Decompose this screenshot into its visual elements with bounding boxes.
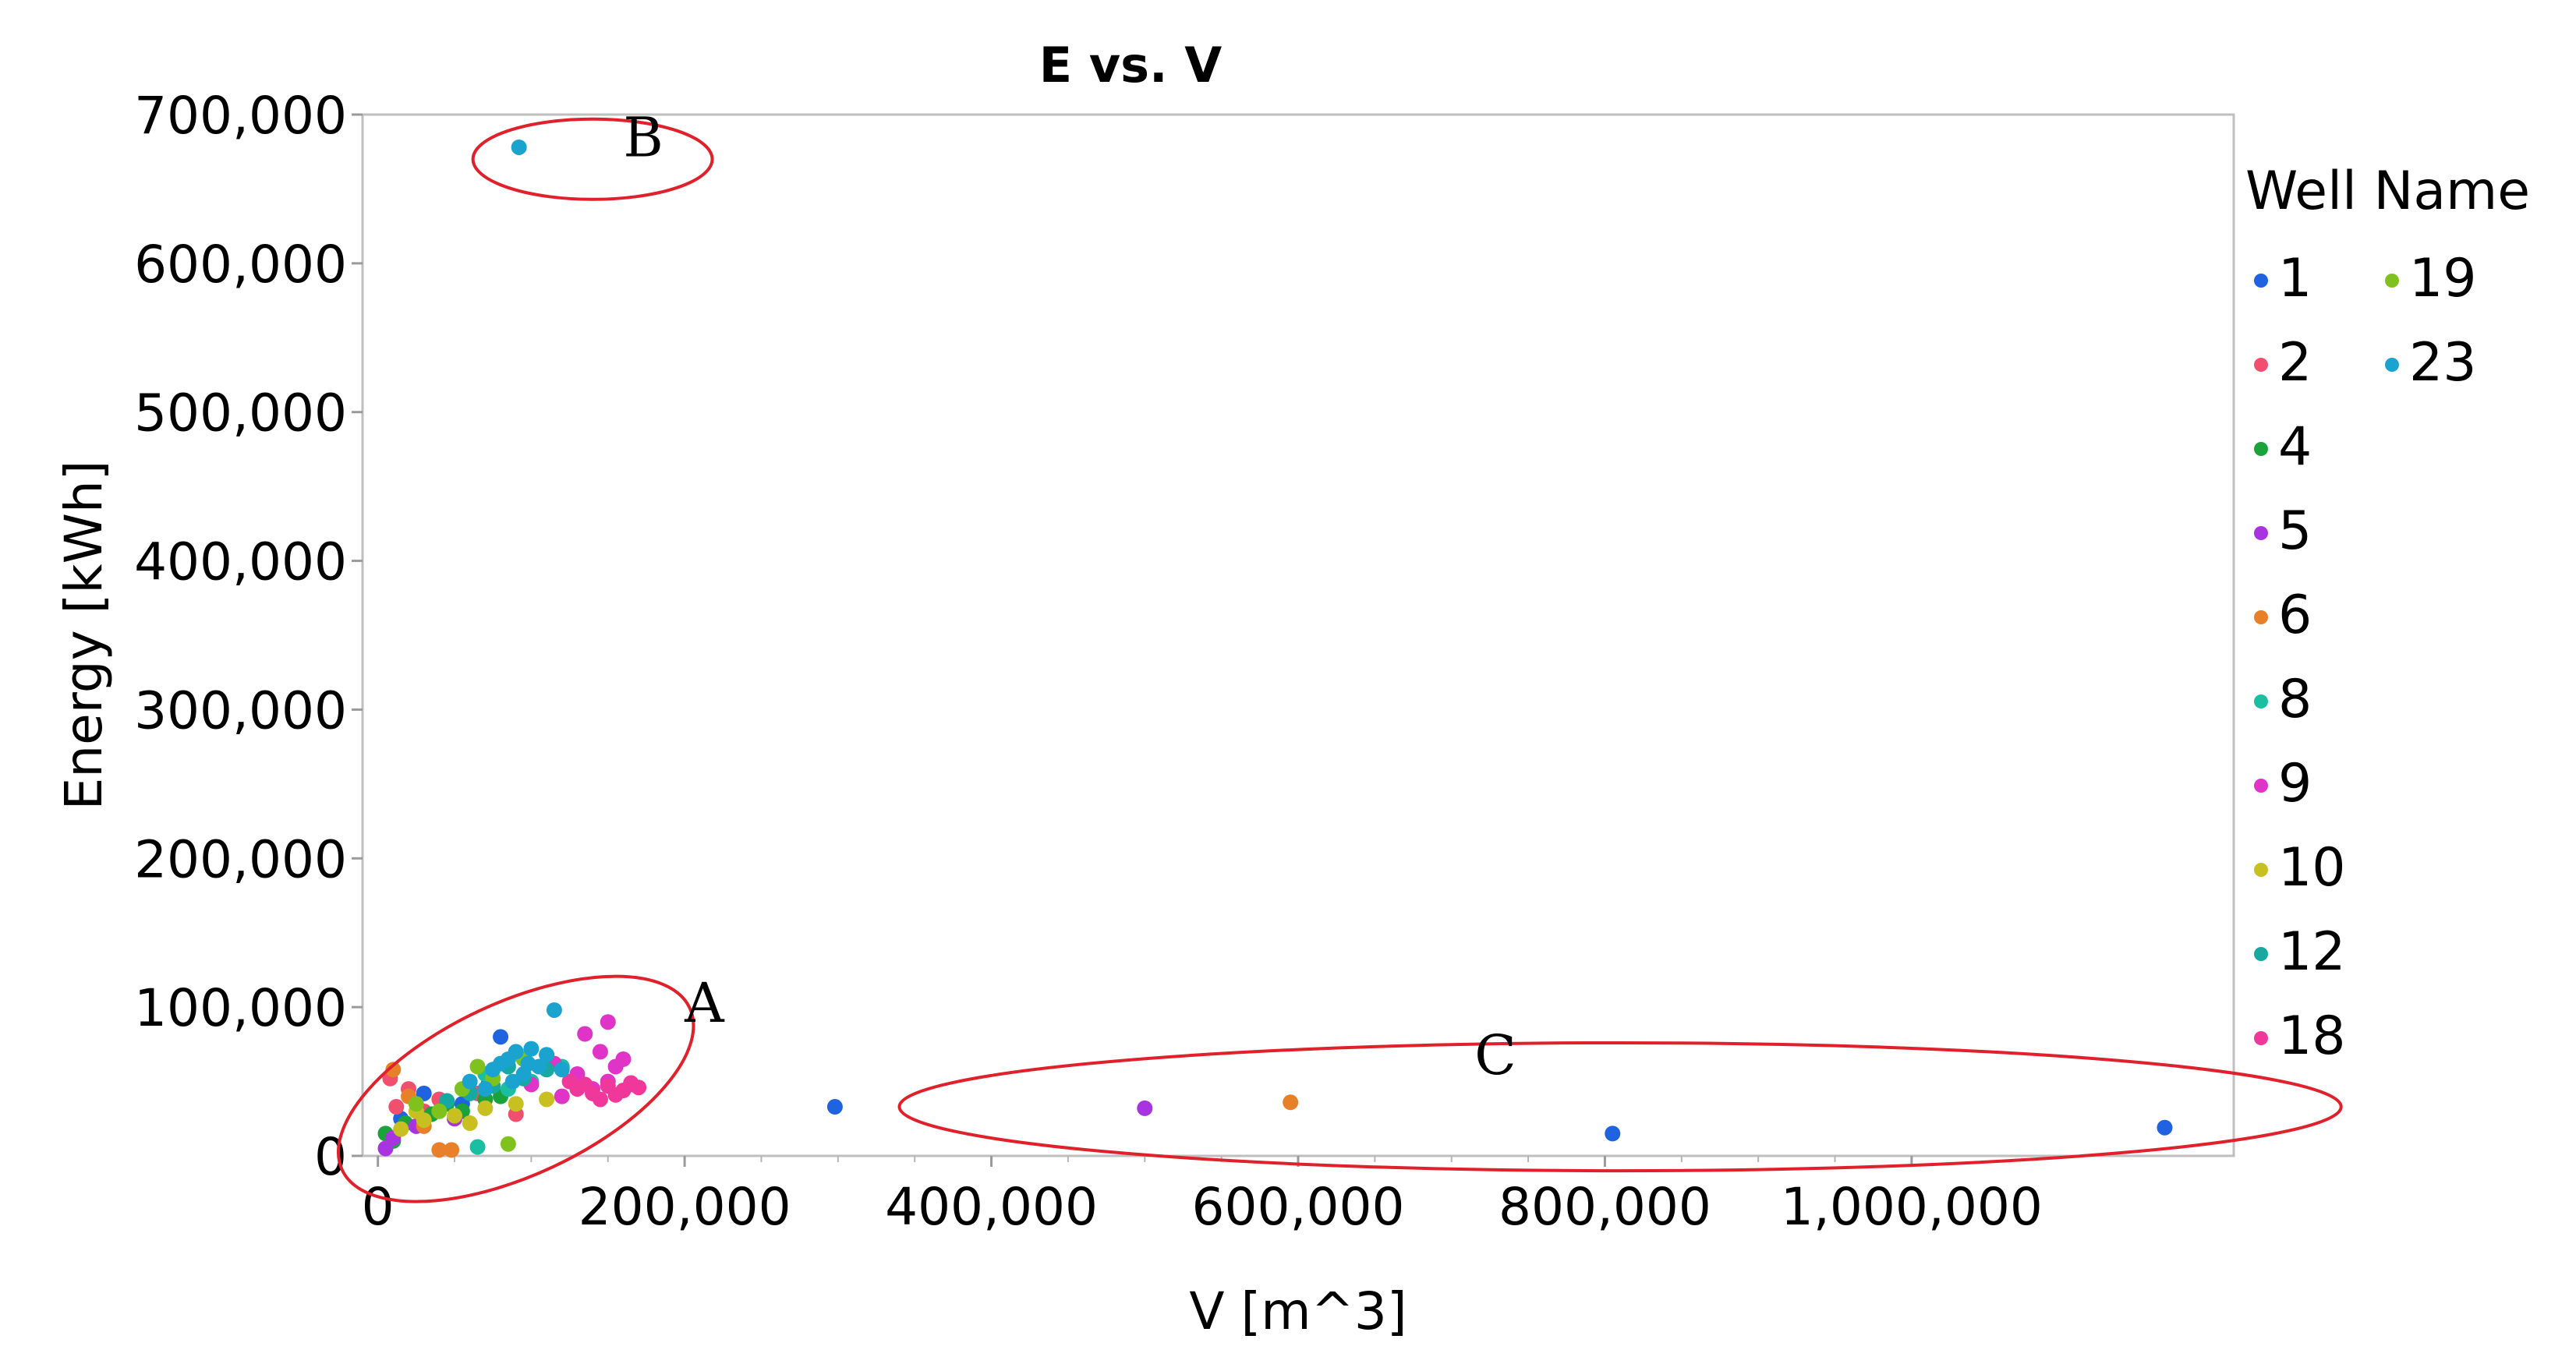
y-tick-label: 300,000 — [134, 680, 347, 740]
data-point-well-10 — [477, 1100, 494, 1116]
legend-entry: 23 — [2409, 332, 2477, 394]
legend-entry: 5 — [2278, 500, 2312, 562]
data-point-well-19 — [500, 1136, 516, 1152]
legend-title: Well Name — [2245, 161, 2530, 222]
data-point-well-19 — [408, 1096, 424, 1112]
legend-entry: 12 — [2278, 921, 2346, 983]
data-point-well-10 — [508, 1096, 524, 1112]
x-axis: 0 200,000 400,000 600,000 800,000 1,000,000 — [362, 1156, 2043, 1237]
data-point-well-18 — [577, 1076, 593, 1093]
legend-entry: 18 — [2278, 1005, 2346, 1067]
data-point-well-23 — [539, 1047, 555, 1063]
data-point-well-18 — [623, 1075, 639, 1091]
legend-entry: 10 — [2278, 837, 2346, 899]
data-point-well-6 — [385, 1062, 402, 1078]
data-point-well-9 — [577, 1026, 593, 1042]
data-point-well-23 — [520, 1055, 536, 1072]
data-point-well-18 — [561, 1073, 578, 1090]
data-point-well-9 — [600, 1014, 616, 1030]
data-point-well-18 — [592, 1091, 608, 1108]
legend-marker — [2254, 442, 2268, 456]
annotation-label-c: C — [1474, 1023, 1516, 1087]
data-point-well-2 — [388, 1099, 405, 1115]
x-tick-label: 1,000,000 — [1781, 1177, 2043, 1237]
data-point-well-5 — [377, 1140, 394, 1157]
chart-title: E vs. V — [1039, 37, 1222, 94]
data-point-well-9 — [615, 1051, 632, 1067]
data-point-well-1 — [493, 1029, 509, 1045]
data-point-well-23 — [554, 1062, 570, 1078]
y-axis: 0100,000200,000300,000400,000500,000600,… — [134, 86, 363, 1187]
data-point-well-10 — [539, 1091, 555, 1108]
y-tick-label: 700,000 — [134, 86, 347, 146]
data-points — [377, 139, 2173, 1158]
data-point-well-9 — [592, 1044, 608, 1060]
data-point-well-19 — [469, 1058, 486, 1075]
legend-entry: 1 — [2278, 248, 2312, 309]
data-point-well-1 — [1605, 1125, 1621, 1142]
data-point-well-6 — [1283, 1094, 1299, 1111]
legend-entry: 2 — [2278, 332, 2312, 394]
legend-entry: 19 — [2409, 248, 2477, 309]
data-point-well-5 — [1137, 1100, 1153, 1116]
y-tick-label: 500,000 — [134, 383, 347, 443]
data-point-well-23 — [511, 139, 527, 155]
data-point-well-6 — [444, 1142, 460, 1158]
y-tick-label: 400,000 — [134, 532, 347, 592]
legend-entry: 9 — [2278, 753, 2312, 814]
legend-entry: 4 — [2278, 416, 2312, 478]
data-point-well-23 — [477, 1081, 494, 1097]
data-point-well-1 — [826, 1099, 843, 1115]
data-point-well-8 — [469, 1139, 486, 1155]
x-tick-label: 400,000 — [885, 1177, 1098, 1237]
data-point-well-10 — [447, 1108, 463, 1124]
legend-marker — [2254, 526, 2268, 540]
data-point-well-10 — [462, 1115, 478, 1132]
legend-marker — [2254, 358, 2268, 372]
data-point-well-9 — [554, 1088, 570, 1104]
legend-entry: 6 — [2278, 585, 2312, 646]
annotation-label-b: B — [623, 105, 663, 169]
x-tick-label: 0 — [362, 1177, 395, 1237]
x-axis-label: V [m^3] — [1189, 1281, 1407, 1341]
legend-marker — [2385, 274, 2399, 288]
data-point-well-23 — [504, 1073, 521, 1090]
data-point-well-19 — [431, 1103, 448, 1119]
y-axis-label: Energy [kWh] — [54, 461, 114, 811]
data-point-well-23 — [508, 1044, 524, 1060]
legend-marker — [2254, 779, 2268, 793]
legend-marker — [2254, 694, 2268, 708]
data-point-well-18 — [607, 1087, 624, 1103]
y-tick-label: 600,000 — [134, 235, 347, 295]
y-tick-label: 200,000 — [134, 829, 347, 889]
legend-marker — [2254, 863, 2268, 877]
data-point-well-23 — [546, 1002, 562, 1018]
y-tick-label: 100,000 — [134, 978, 347, 1038]
legend-marker — [2254, 947, 2268, 961]
data-point-well-6 — [431, 1142, 448, 1158]
x-tick-label: 200,000 — [579, 1177, 791, 1237]
x-tick-label: 800,000 — [1499, 1177, 1711, 1237]
annotation-ellipse-c — [897, 1041, 2343, 1173]
annotation-ellipses: A B C — [337, 105, 2343, 1203]
legend-entry: 8 — [2278, 669, 2312, 730]
annotation-ellipse-b — [471, 117, 714, 201]
data-point-well-23 — [523, 1041, 540, 1057]
x-tick-label: 600,000 — [1192, 1177, 1405, 1237]
data-point-well-23 — [485, 1062, 501, 1078]
annotation-label-a: A — [684, 971, 725, 1035]
legend-marker — [2254, 274, 2268, 288]
data-point-well-1 — [2157, 1119, 2173, 1136]
data-point-well-10 — [393, 1121, 409, 1137]
legend-marker — [2254, 610, 2268, 624]
annotation-ellipse-a — [337, 974, 695, 1203]
legend-marker — [2254, 1031, 2268, 1045]
legend-marker — [2385, 358, 2399, 372]
data-point-well-23 — [462, 1073, 478, 1090]
